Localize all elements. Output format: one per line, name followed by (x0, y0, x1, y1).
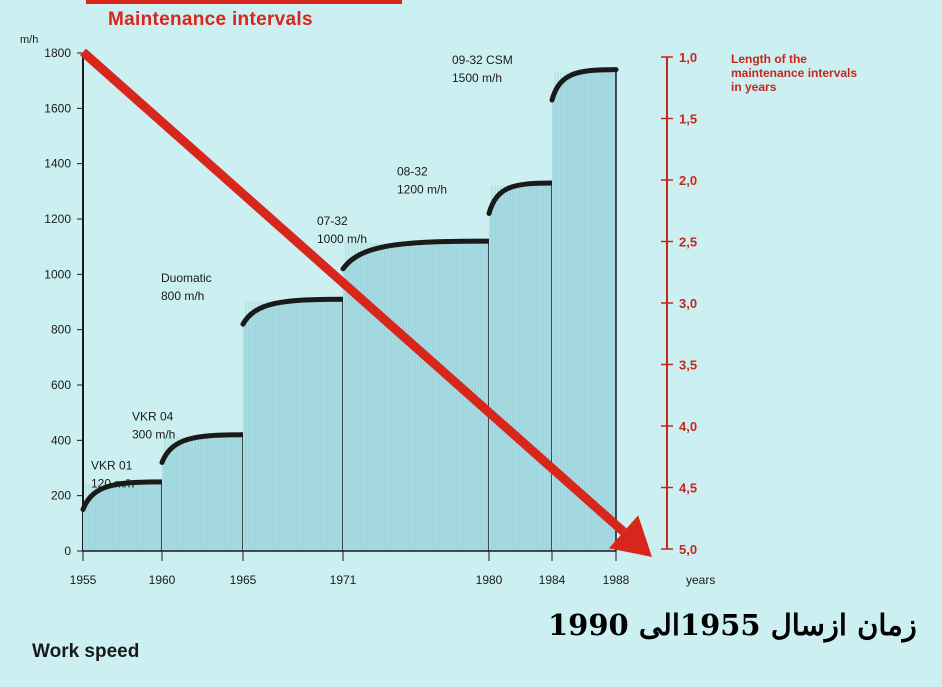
trend-arrow-shaft (80, 48, 627, 536)
y-tick-label: 200 (51, 489, 71, 503)
secondary-tick-label: 5,0 (679, 542, 697, 557)
y-tick-label: 800 (51, 323, 71, 337)
segment-model-label: VKR 04 (132, 409, 174, 423)
x-tick-label: 1965 (230, 573, 257, 587)
bar-area (162, 434, 243, 551)
y-tick-label: 0 (64, 544, 71, 558)
secondary-tick-label: 3,5 (679, 358, 697, 373)
x-axis-label: years (686, 573, 716, 587)
y-axis-ticks: 0 200 400 600 800 1000 1200 1400 1600 1800 (44, 46, 84, 558)
segment-labels: VKR 01 120 m/h VKR 04 300 m/h Duomatic 800 m/… (91, 53, 513, 490)
secondary-tick-label: 4,0 (679, 419, 697, 434)
title-banner (86, 0, 402, 36)
segment-model-label: 09-32 CSM (452, 53, 513, 67)
y-tick-label: 1600 (44, 101, 71, 115)
segment-speed-label: 800 m/h (161, 289, 204, 303)
segment-model-label: Duomatic (161, 271, 212, 285)
segment-speed-label: 1500 m/h (452, 71, 502, 85)
trend-arrow-head (608, 515, 652, 557)
x-tick-label: 1960 (149, 573, 176, 587)
y-axis-label: m/h (20, 34, 39, 46)
segment-speed-label: 1000 m/h (317, 232, 367, 246)
secondary-axis-ticks: 1,0 1,5 2,0 2,5 3,0 3,5 4,0 4,5 5,0 (661, 50, 697, 557)
y-tick-label: 400 (51, 433, 71, 447)
bar-area (83, 481, 162, 551)
bar-top-curve (486, 180, 555, 216)
x-tick-label: 1955 (70, 573, 97, 587)
segment-speed-label: 120 m/h (91, 477, 134, 491)
secondary-tick-label: 1,5 (679, 112, 697, 127)
y-tick-label: 1200 (44, 212, 71, 226)
trend-arrow (80, 48, 652, 557)
segment-speed-label: 300 m/h (132, 427, 175, 441)
y-tick-label: 1800 (44, 46, 71, 60)
bar-top-curve (549, 67, 619, 103)
chart-bars (80, 67, 619, 552)
y-tick-label: 600 (51, 378, 71, 392)
chart-title: Maintenance intervals (108, 9, 313, 30)
segment-model-label: 08-32 (397, 164, 428, 178)
bar-top-curve (240, 296, 346, 327)
persian-caption: زمان ازسال 1955الى 1990 (548, 608, 917, 642)
segment-model-label: 07-32 (317, 214, 348, 228)
y-tick-label: 1000 (44, 267, 71, 281)
secondary-tick-label: 2,5 (679, 235, 697, 250)
x-axis-ticks: 1955 1960 1965 1971 1980 1984 1988 (70, 551, 630, 587)
x-tick-label: 1988 (603, 573, 630, 587)
x-tick-label: 1971 (330, 573, 357, 587)
bar-top-curve (80, 479, 165, 512)
secondary-tick-label: 4,5 (679, 481, 697, 496)
secondary-tick-label: 1,0 (679, 50, 697, 65)
secondary-axis-title: Length of the maintenance intervals in y… (731, 52, 858, 94)
segment-model-label: VKR 01 (91, 459, 133, 473)
y-tick-label: 1400 (44, 157, 71, 171)
segment-speed-label: 1200 m/h (397, 182, 447, 196)
x-tick-label: 1984 (539, 573, 566, 587)
work-speed-label: Work speed (32, 641, 140, 662)
secondary-tick-label: 2,0 (679, 173, 697, 188)
bar-area (489, 183, 552, 552)
bar-top-curve (340, 238, 492, 272)
secondary-tick-label: 3,0 (679, 296, 697, 311)
bar-top-curve (159, 432, 246, 465)
x-tick-label: 1980 (476, 573, 503, 587)
